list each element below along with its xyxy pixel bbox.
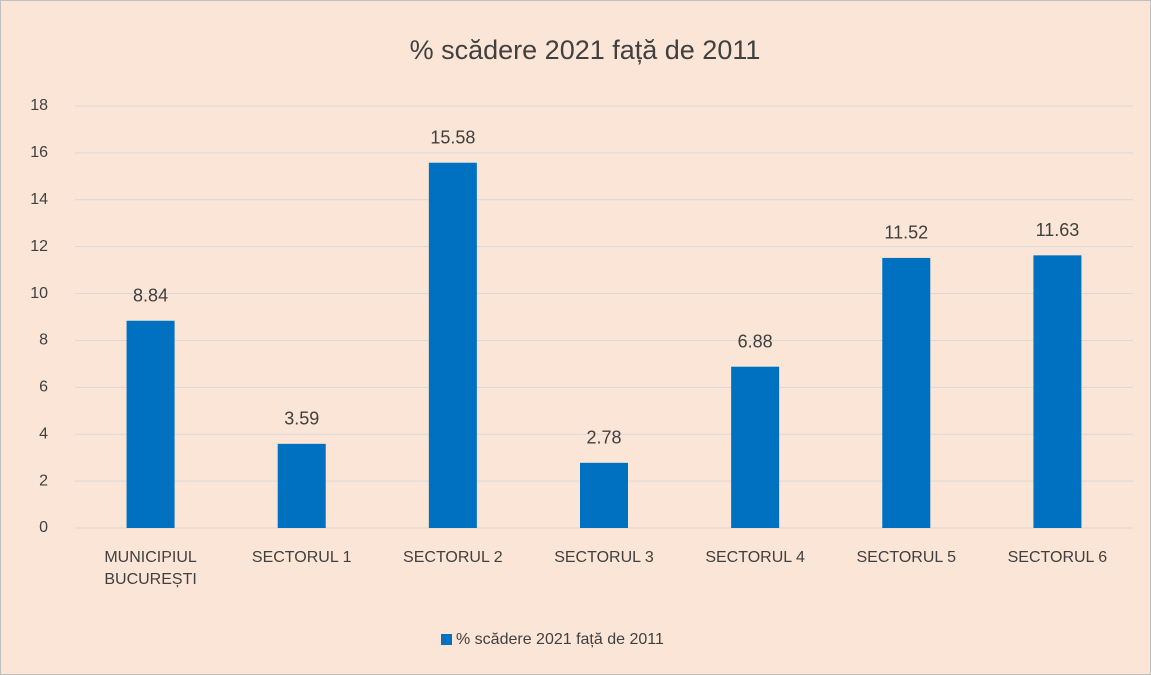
data-label: 6.88 — [738, 331, 773, 351]
data-label: 8.84 — [133, 286, 168, 306]
x-tick-label: SECTORUL 6 — [1007, 549, 1108, 566]
x-tick-label: SECTORUL 5 — [856, 549, 957, 566]
y-tick-label: 2 — [39, 472, 48, 489]
y-tick-label: 10 — [30, 285, 48, 302]
y-tick-label: 16 — [30, 144, 48, 161]
data-label: 15.58 — [430, 127, 475, 147]
bar — [1033, 255, 1082, 528]
chart-title: % scădere 2021 față de 2011 — [410, 35, 761, 65]
y-tick-label: 18 — [30, 97, 48, 114]
bar — [580, 462, 628, 528]
x-tick-label: SECTORUL 4 — [705, 549, 805, 566]
x-tick-label: SECTORUL 1 — [251, 549, 352, 566]
y-tick-label: 6 — [39, 379, 48, 396]
data-label: 2.78 — [586, 428, 621, 448]
bar — [277, 443, 326, 528]
x-tick-label: SECTORUL 3 — [554, 549, 654, 566]
bar — [428, 162, 477, 529]
legend-swatch — [441, 634, 452, 645]
bar — [731, 366, 780, 528]
y-tick-label: 0 — [39, 519, 48, 536]
y-tick-label: 12 — [30, 238, 48, 255]
legend-label: % scădere 2021 față de 2011 — [456, 631, 664, 648]
y-tick-label: 14 — [30, 191, 48, 208]
x-tick-label: SECTORUL 2 — [403, 549, 503, 566]
data-label: 3.59 — [284, 409, 319, 429]
y-tick-label: 4 — [39, 425, 48, 442]
data-label: 11.63 — [1036, 220, 1080, 240]
data-label: 11.52 — [884, 223, 928, 243]
bar — [126, 320, 175, 528]
bar — [882, 257, 931, 528]
x-tick-label: MUNICIPIUL BUCUREȘTI — [104, 549, 197, 588]
y-tick-label: 8 — [39, 332, 48, 349]
